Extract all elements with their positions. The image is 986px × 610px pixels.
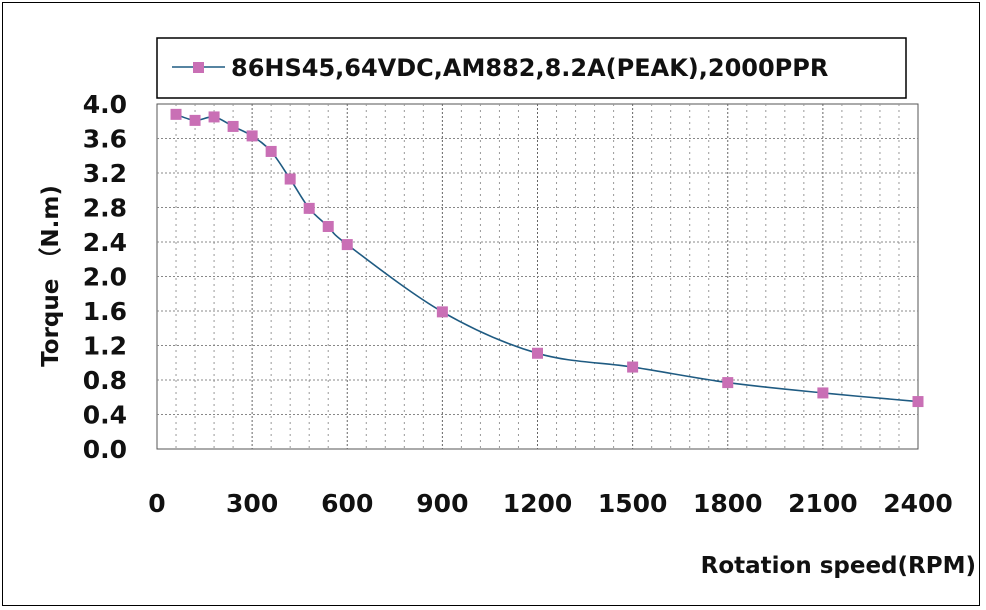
data-point-marker bbox=[303, 202, 315, 214]
x-tick-label: 1500 bbox=[598, 489, 668, 518]
data-point-marker bbox=[170, 108, 182, 120]
y-tick-labels: 4.0 3.6 3.2 2.8 2.4 2.0 1.6 1.2 0.8 0.4 0.0 bbox=[83, 90, 127, 464]
data-point-marker bbox=[322, 220, 334, 232]
series-layer bbox=[170, 108, 924, 408]
y-tick-label: 0.0 bbox=[83, 435, 127, 464]
x-tick-label: 0 bbox=[148, 489, 165, 518]
y-tick-label: 3.2 bbox=[83, 159, 127, 188]
legend-marker-sample bbox=[193, 62, 204, 73]
y-tick-label: 1.2 bbox=[83, 332, 127, 361]
data-point-marker bbox=[722, 377, 734, 389]
legend-series-name: 86HS45,64VDC,AM882,8.2A(PEAK),2000PPR bbox=[231, 54, 828, 82]
data-point-marker bbox=[246, 130, 258, 142]
data-point-marker bbox=[284, 173, 296, 185]
y-tick-label: 0.4 bbox=[83, 401, 127, 430]
x-tick-label: 1800 bbox=[693, 489, 763, 518]
data-point-marker bbox=[627, 361, 639, 373]
y-tick-label: 0.8 bbox=[83, 366, 127, 395]
x-tick-label: 300 bbox=[226, 489, 278, 518]
grid-lines bbox=[157, 104, 918, 449]
data-point-marker bbox=[341, 239, 353, 251]
data-point-marker bbox=[189, 114, 201, 126]
y-axis-title: Torque （N.m) bbox=[37, 185, 64, 367]
data-point-marker bbox=[912, 396, 924, 408]
x-tick-label: 900 bbox=[416, 489, 468, 518]
y-tick-label: 2.8 bbox=[83, 194, 127, 223]
x-tick-label: 2100 bbox=[788, 489, 858, 518]
x-tick-labels: 0 300 600 900 1200 1500 1800 2100 2400 bbox=[148, 489, 953, 518]
data-point-marker bbox=[208, 111, 220, 123]
x-tick-label: 600 bbox=[321, 489, 373, 518]
data-point-marker bbox=[227, 120, 239, 132]
data-point-marker bbox=[817, 387, 829, 399]
y-tick-label: 2.0 bbox=[83, 263, 127, 292]
data-point-marker bbox=[436, 306, 448, 318]
x-tick-label: 1200 bbox=[503, 489, 573, 518]
data-point-marker bbox=[265, 145, 277, 157]
y-tick-label: 4.0 bbox=[83, 90, 127, 119]
y-tick-label: 3.6 bbox=[83, 125, 127, 154]
y-tick-label: 1.6 bbox=[83, 297, 127, 326]
legend-box bbox=[156, 37, 907, 99]
y-tick-label: 2.4 bbox=[83, 228, 127, 257]
data-point-marker bbox=[532, 347, 543, 359]
x-tick-label: 2400 bbox=[883, 489, 953, 518]
x-axis-title: Rotation speed(RPM) bbox=[701, 553, 976, 579]
